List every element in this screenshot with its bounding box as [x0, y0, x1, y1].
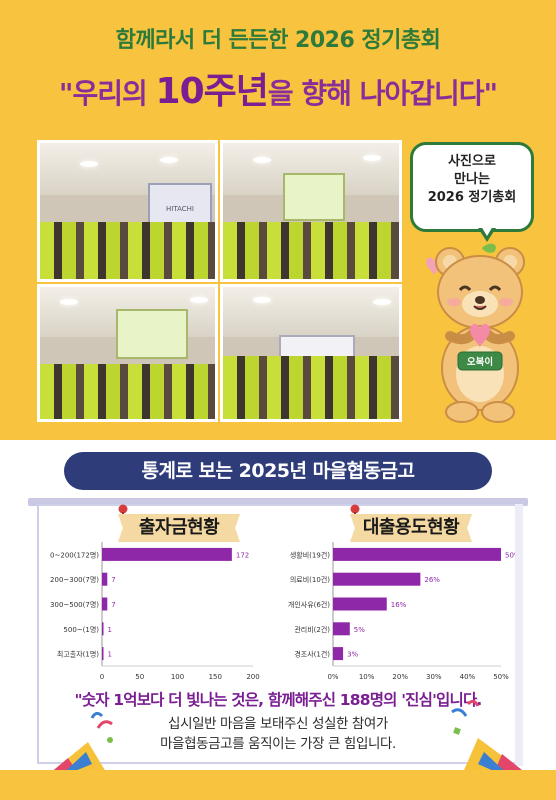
- bubble-line-1: 사진으로: [448, 154, 496, 169]
- board-side-edge: [515, 504, 523, 766]
- bar: [102, 547, 232, 561]
- category-label: 500~(1명): [63, 625, 99, 634]
- data-label: 16%: [391, 601, 407, 609]
- event-photo-4: [220, 284, 402, 422]
- data-label: 26%: [424, 576, 440, 584]
- bar: [333, 572, 421, 586]
- data-label: 172: [236, 551, 249, 559]
- category-label: 최고출자(1명): [57, 650, 99, 659]
- bubble-tail-fill: [481, 226, 493, 236]
- bar: [333, 647, 344, 661]
- category-label: 300~500(7명): [50, 600, 99, 609]
- bubble-line-3: 2026 정기총회: [427, 190, 517, 205]
- tick-label: 0%: [327, 673, 338, 681]
- slogan-highlight: 10주년: [155, 71, 269, 112]
- event-photo-2: [220, 140, 402, 282]
- tick-label: 10%: [359, 673, 375, 681]
- bubble-line-2: 만나는: [454, 172, 490, 187]
- loan-usage-chart: 생활비(19건) 50% 의료비(10건) 26% 개인사유(6건) 16% 관리비(2건)…: [275, 538, 521, 686]
- bar: [333, 547, 501, 561]
- bar: [333, 622, 350, 636]
- data-label: 50%: [505, 551, 515, 559]
- tick-label: 20%: [392, 673, 408, 681]
- event-photo-1: HITACHI: [37, 140, 218, 282]
- tick-label: 50%: [493, 673, 509, 681]
- event-photo-3: [37, 284, 218, 422]
- chart-title-investment: 출자금현황: [118, 514, 240, 542]
- speech-bubble: 사진으로 만나는 2026 정기총회: [410, 142, 534, 232]
- category-label: 200~300(7명): [50, 575, 99, 584]
- footer-sub-line-1: 십시일반 마음을 보태주신 성실한 참여가: [168, 716, 388, 732]
- loan-usage-chart-svg: 생활비(19건) 50% 의료비(10건) 26% 개인사유(6건) 16% 관리비(2건)…: [288, 542, 521, 681]
- data-label: 7: [111, 576, 115, 584]
- investment-chart: 0~200(172명) 172 200~300(7명) 7 300~500(7명) 7 50…: [42, 538, 267, 686]
- bar: [102, 572, 108, 586]
- tick-label: 150: [209, 673, 222, 681]
- screen-brand-text: HITACHI: [166, 205, 194, 213]
- board-top-rail: [28, 498, 528, 506]
- tick-label: 100: [171, 673, 184, 681]
- data-label: 7: [111, 601, 115, 609]
- data-label: 1: [108, 626, 112, 634]
- bar: [102, 622, 104, 636]
- slogan-post: 을 향해 나아갑니다": [267, 77, 498, 110]
- data-label: 1: [108, 651, 112, 659]
- page-slogan: "우리의 10주년을 향해 나아갑니다": [0, 62, 556, 114]
- chart-title-loan-usage: 대출용도현황: [350, 514, 472, 542]
- stats-board: [37, 504, 521, 764]
- tick-label: 50: [135, 673, 144, 681]
- category-label: 경조사(1건): [294, 650, 330, 659]
- investment-chart-svg: 0~200(172명) 172 200~300(7명) 7 300~500(7명) 7 50…: [50, 542, 260, 681]
- footer-sub-line-2: 마을협동금고를 움직이는 가장 큰 힘입니다.: [160, 736, 396, 752]
- category-label: 관리비(2건): [294, 625, 330, 634]
- category-label: 0~200(172명): [50, 550, 99, 559]
- slogan-pre: "우리의: [58, 77, 156, 110]
- tick-label: 30%: [426, 673, 442, 681]
- tick-label: 200: [246, 673, 259, 681]
- page-title: 함께라서 더 든든한 2026 정기총회: [115, 28, 441, 53]
- category-label: 의료비(10건): [290, 575, 330, 584]
- section-title: 통계로 보는 2025년 마을협동금고: [64, 452, 492, 490]
- bar: [102, 597, 108, 611]
- mascot-badge: 오복이: [467, 356, 493, 368]
- category-label: 개인사유(6건): [288, 600, 330, 609]
- tick-label: 0: [100, 673, 104, 681]
- tick-label: 40%: [460, 673, 476, 681]
- category-label: 생활비(19건): [290, 550, 330, 559]
- bar: [333, 597, 387, 611]
- bear-mascot-icon: 오복이: [426, 243, 525, 423]
- data-label: 3%: [347, 651, 358, 659]
- bar: [102, 647, 104, 661]
- data-label: 5%: [354, 626, 365, 634]
- footer-quote: "숫자 1억보다 더 빛나는 것은, 함께해주신 188명의 '진심'입니다.: [74, 691, 482, 709]
- bottom-band: [0, 770, 556, 800]
